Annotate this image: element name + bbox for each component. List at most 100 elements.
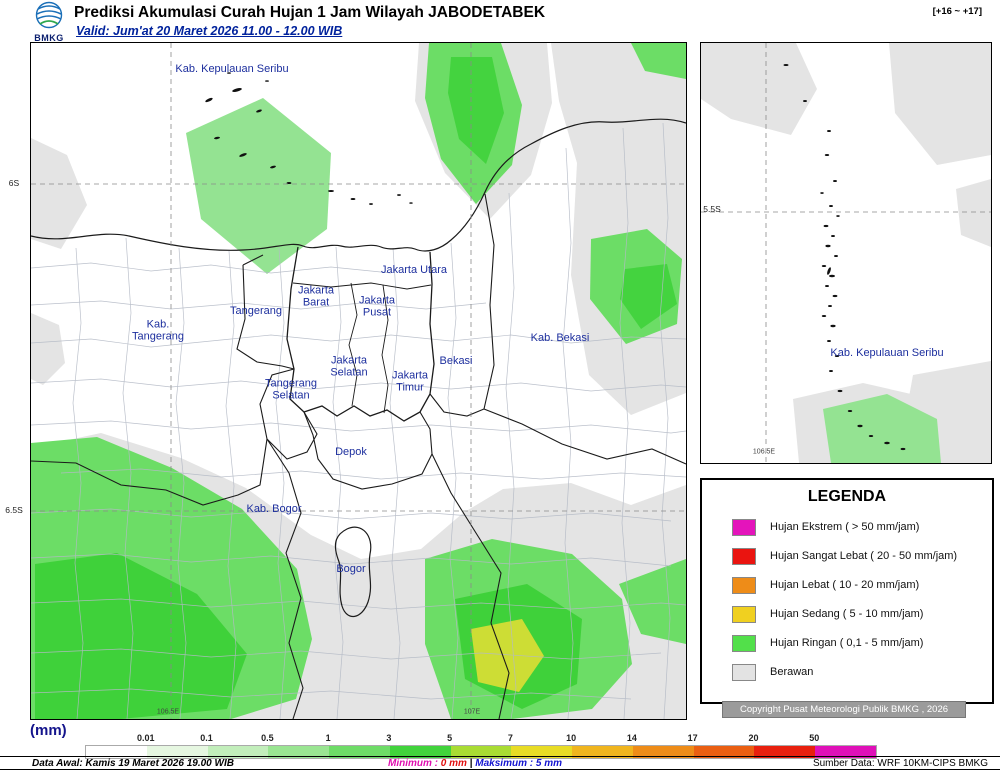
map-label-jakarta-selatan: Jakarta Selatan xyxy=(330,354,368,379)
lat-label-6s: 6S xyxy=(8,178,20,188)
inset-rain-area xyxy=(823,394,941,463)
map-label-jakarta-timur: Jakarta Timur xyxy=(391,369,429,394)
map-label-depok: Depok xyxy=(335,445,367,458)
scale-tick: 3 xyxy=(386,733,392,743)
legend-item-berawan: Berawan xyxy=(732,663,992,681)
minimum-value: 0 mm xyxy=(440,758,467,769)
legend-label-ringan: Hujan Ringan ( 0,1 - 5 mm/jam) xyxy=(770,637,924,649)
source-text: Sumber Data: WRF 10KM-CIPS BMKG xyxy=(812,758,988,769)
legend-item-sedang: Hujan Sedang ( 5 - 10 mm/jam) xyxy=(732,605,992,623)
map-label-kab-kepulauan-seribu: Kab. Kepulauan Seribu xyxy=(175,62,289,75)
scale-tick: 0.5 xyxy=(261,733,274,743)
islands xyxy=(205,72,413,205)
inset-gridlines xyxy=(701,43,991,463)
inset-map-kepulauan-seribu xyxy=(700,42,992,464)
bmkg-logo-text: BMKG xyxy=(34,33,64,43)
legend-label-sedang: Hujan Sedang ( 5 - 10 mm/jam) xyxy=(770,608,924,620)
map-label-bekasi: Bekasi xyxy=(439,354,473,367)
scale-color-bar xyxy=(85,745,877,759)
scale-segment xyxy=(86,746,147,758)
swatch-sangat-lebat xyxy=(732,547,756,565)
inset-cloud-areas xyxy=(701,43,991,463)
scale-segment xyxy=(268,746,330,758)
lon-label-106-5e: 106.5E xyxy=(156,708,180,716)
lat-label-6-5s: 6.5S xyxy=(5,505,23,515)
map-label-tangerang-selatan: Tangerang Selatan xyxy=(265,377,317,402)
scale-segment xyxy=(329,746,390,758)
map-label-jakarta-barat: Jakarta Barat xyxy=(297,284,335,309)
valid-time: Valid: Jum'at 20 Maret 2026 11.00 - 12.0… xyxy=(76,24,343,38)
scale-segment xyxy=(572,746,633,758)
footer: Data Awal: Kamis 19 Maret 2026 19.00 WIB… xyxy=(0,758,1000,769)
legend-label-lebat: Hujan Lebat ( 10 - 20 mm/jam) xyxy=(770,579,920,591)
scale-segment xyxy=(754,746,816,758)
scale-segment xyxy=(146,746,208,758)
scale-tick: 50 xyxy=(809,733,820,743)
scale-segment xyxy=(815,746,876,758)
scale-segment xyxy=(511,746,573,758)
scale-tick: 20 xyxy=(748,733,759,743)
swatch-berawan xyxy=(732,663,756,681)
scale-tick: 14 xyxy=(626,733,637,743)
map-label-tangerang: Tangerang xyxy=(230,304,282,317)
legend-panel: LEGENDA Hujan Ekstrem ( > 50 mm/jam) Huj… xyxy=(700,478,994,704)
scale-tick: 0.01 xyxy=(136,733,155,743)
page-title: Prediksi Akumulasi Curah Hujan 1 Jam Wil… xyxy=(74,4,546,21)
bmkg-logo: BMKG xyxy=(26,1,72,43)
swatch-lebat xyxy=(732,576,756,594)
copyright-bar: Copyright Pusat Meteorologi Publik BMKG … xyxy=(722,701,966,718)
inset-islands xyxy=(783,64,906,451)
scale-tick: 10 xyxy=(566,733,577,743)
map-label-kab-bekasi: Kab. Bekasi xyxy=(530,331,590,344)
legend-item-ringan: Hujan Ringan ( 0,1 - 5 mm/jam) xyxy=(732,634,992,652)
min-max-text: Minimum : 0 mm | Maksimum : 5 mm xyxy=(388,758,562,769)
main-map-canvas xyxy=(30,43,687,720)
scale-tick: 1 xyxy=(325,733,331,743)
scale-tick-labels: 0.01 0.1 0.5 1 3 5 7 10 14 17 20 50 xyxy=(85,733,875,744)
scale-segment xyxy=(207,746,269,758)
map-label-jakarta-utara: Jakarta Utara xyxy=(380,263,448,276)
map-label-bogor: Bogor xyxy=(336,562,366,575)
forecast-hour-range: [+16 ~ +17] xyxy=(932,6,982,17)
region-boundaries xyxy=(30,118,687,720)
bmkg-logo-icon xyxy=(35,1,63,29)
lon-label-107e: 107E xyxy=(463,708,481,716)
map-label-kab-bogor: Kab. Bogor xyxy=(246,502,302,515)
swatch-ringan xyxy=(732,634,756,652)
legend-item-sangat-lebat: Hujan Sangat Lebat ( 20 - 50 mm/jam) xyxy=(732,547,992,565)
legend-item-ekstrem: Hujan Ekstrem ( > 50 mm/jam) xyxy=(732,518,992,536)
legend-title: LEGENDA xyxy=(807,488,887,505)
footer-divider xyxy=(0,756,1000,757)
scale-segment xyxy=(389,746,451,758)
scale-segment xyxy=(693,746,755,758)
rain-areas xyxy=(31,43,686,719)
legend-label-sangat-lebat: Hujan Sangat Lebat ( 20 - 50 mm/jam) xyxy=(770,550,958,562)
inset-map-canvas xyxy=(701,43,991,463)
legend-label-berawan: Berawan xyxy=(770,666,814,678)
legend-label-ekstrem: Hujan Ekstrem ( > 50 mm/jam) xyxy=(770,521,920,533)
scale-tick: 0.1 xyxy=(200,733,213,743)
scale-segment xyxy=(632,746,694,758)
inset-lon-label-106-5e: 106.5E xyxy=(752,448,776,456)
gridlines xyxy=(31,43,686,719)
min-max-separator: | xyxy=(469,758,473,769)
data-awal-text: Data Awal: Kamis 19 Maret 2026 19.00 WIB xyxy=(32,758,234,769)
scale-tick: 5 xyxy=(447,733,453,743)
scale-unit-label: (mm) xyxy=(30,722,67,739)
legend-item-lebat: Hujan Lebat ( 10 - 20 mm/jam) xyxy=(732,576,992,594)
maksimum-label: Maksimum : xyxy=(475,758,534,769)
district-lines xyxy=(30,122,687,720)
maksimum-value: 5 mm xyxy=(535,758,562,769)
minimum-label: Minimum : xyxy=(388,758,438,769)
inset-label-kab-kepulauan-seribu: Kab. Kepulauan Seribu xyxy=(830,346,944,359)
inset-lat-label-5-5s: 5.5S xyxy=(703,204,721,214)
scale-tick: 7 xyxy=(507,733,513,743)
main-map xyxy=(30,42,687,720)
scale-segment xyxy=(450,746,512,758)
swatch-sedang xyxy=(732,605,756,623)
swatch-ekstrem xyxy=(732,518,756,536)
scale-tick: 17 xyxy=(687,733,698,743)
map-label-jakarta-pusat: Jakarta Pusat xyxy=(358,294,396,319)
map-label-kab-tangerang: Kab. Tangerang xyxy=(132,318,184,343)
